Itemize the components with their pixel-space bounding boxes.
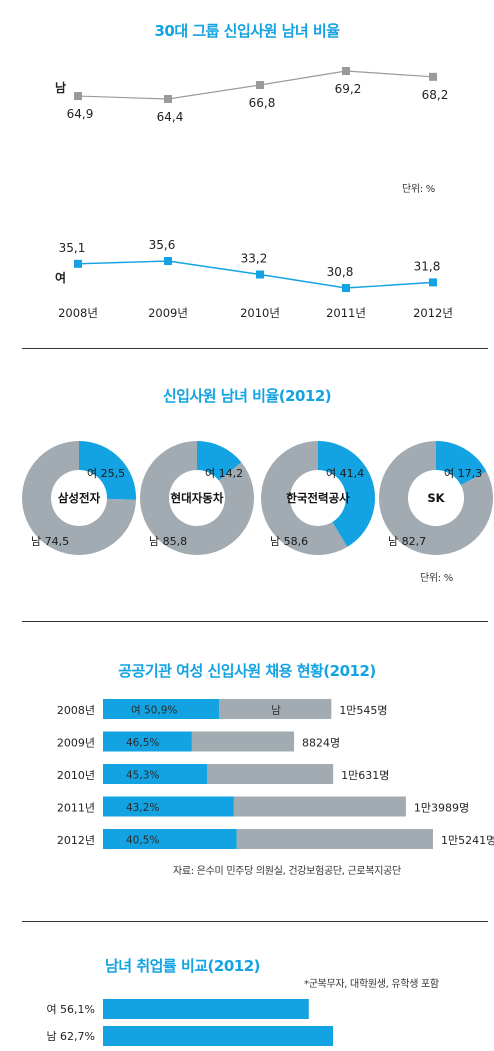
male-point-label: 64,4 bbox=[157, 110, 184, 124]
x-tick-label: 2012년 bbox=[413, 306, 453, 320]
divider-1 bbox=[22, 348, 488, 349]
divider-2 bbox=[22, 621, 488, 622]
series-label-male: 남 bbox=[55, 80, 66, 95]
donut-female-label: 여 41,4 bbox=[326, 467, 364, 480]
male-point bbox=[74, 92, 82, 101]
donut-female-label: 여 25,5 bbox=[87, 467, 125, 480]
donut-slice-male bbox=[261, 441, 348, 555]
female-point-label: 30,8 bbox=[327, 265, 354, 279]
bar-year-label: 2008년 bbox=[57, 704, 95, 717]
donut-slice-female bbox=[318, 441, 376, 547]
bar-female-segment bbox=[103, 796, 234, 817]
employment-bar-chart: 여 56,1% 남 62,7% bbox=[46, 999, 333, 1046]
donut-slice-male bbox=[22, 441, 136, 555]
bar-total-label: 1만631명 bbox=[341, 769, 389, 782]
x-tick-label: 2009년 bbox=[148, 306, 188, 320]
bar-male-segment bbox=[219, 699, 332, 719]
employment-bar-label: 여 56,1% bbox=[46, 1003, 95, 1016]
bar-female-segment bbox=[103, 829, 237, 849]
employment-bar bbox=[103, 999, 309, 1019]
line-chart: 남여 64,9 64,4 66,8 69,2 68,2 35,1 35,6 33,2 30,8 31… bbox=[55, 67, 453, 320]
bar-female-segment bbox=[103, 699, 220, 719]
male-point-label: 69,2 bbox=[335, 82, 362, 96]
bar-male-segment bbox=[233, 796, 406, 817]
donut-slice-male bbox=[379, 441, 494, 555]
bar-female-label: 46,5% bbox=[126, 737, 159, 749]
bar-male-segment bbox=[207, 764, 334, 784]
bar-male-segment bbox=[191, 731, 295, 752]
donut-company-label: 현대자동차 bbox=[171, 491, 224, 505]
employment-bar-label: 남 62,7% bbox=[46, 1030, 95, 1043]
x-tick-label: 2010년 bbox=[240, 306, 280, 320]
bar-male-label: 남 bbox=[271, 705, 281, 717]
employment-note: *군복무자, 대학원생, 유학생 포함 bbox=[304, 979, 439, 990]
bar-year-label: 2010년 bbox=[57, 769, 95, 782]
donut-male-label: 남 82,7 bbox=[388, 535, 426, 548]
hiring-bar-chart: 2008년 여 50,9% 남 1만545명 2009년 46,5% 8824명 2010년 4… bbox=[57, 699, 494, 849]
male-point-label: 64,9 bbox=[67, 107, 94, 121]
divider-3 bbox=[22, 921, 488, 922]
bar-female-label: 45,3% bbox=[126, 770, 159, 782]
male-point-label: 68,2 bbox=[422, 88, 449, 102]
female-point bbox=[429, 278, 437, 287]
bar-female-segment bbox=[103, 731, 192, 752]
donut-male-label: 남 58,6 bbox=[270, 535, 308, 548]
bar-female-label: 40,5% bbox=[126, 835, 159, 847]
male-point bbox=[342, 67, 350, 75]
donut-chart-unit: 단위: % bbox=[420, 573, 453, 584]
donut-slice-female bbox=[436, 441, 487, 485]
bar-total-label: 1만3989명 bbox=[414, 802, 469, 815]
donut-slice-female bbox=[197, 441, 242, 481]
female-point bbox=[342, 284, 350, 292]
female-point-label: 33,2 bbox=[241, 252, 268, 266]
bar-year-label: 2011년 bbox=[57, 802, 95, 815]
bar-male-segment bbox=[236, 829, 433, 849]
male-series-line bbox=[77, 70, 434, 100]
male-point bbox=[256, 81, 264, 89]
donut-chart-title: 신입사원 남녀 비율(2012) bbox=[162, 387, 332, 405]
bar-total-label: 8824명 bbox=[302, 737, 340, 750]
female-point bbox=[164, 257, 172, 265]
female-point bbox=[74, 259, 82, 268]
donut-company-label: SK bbox=[427, 491, 445, 505]
donut-company-label: 삼성전자 bbox=[58, 491, 101, 505]
bar-chart-title: 공공기관 여성 신입사원 채용 현황(2012) bbox=[118, 662, 376, 680]
female-point bbox=[256, 270, 264, 279]
male-point bbox=[164, 95, 172, 103]
x-tick-label: 2008년 bbox=[58, 306, 98, 320]
bar-total-label: 1만5241명 bbox=[441, 834, 494, 847]
bar-female-label: 43,2% bbox=[126, 802, 159, 814]
female-point-label: 31,8 bbox=[414, 259, 441, 273]
bar-year-label: 2012년 bbox=[57, 834, 95, 847]
donut-female-label: 여 17,3 bbox=[444, 467, 482, 480]
donut-female-label: 여 14,2 bbox=[205, 467, 243, 480]
donut-slice-male bbox=[139, 441, 254, 555]
donut-male-label: 남 85,8 bbox=[149, 535, 187, 548]
x-tick-label: 2011년 bbox=[326, 306, 366, 320]
bar-chart-source: 자료: 은수미 민주당 의원실, 건강보험공단, 근로복지공단 bbox=[173, 866, 401, 877]
line-chart-title: 30대 그룹 신입사원 남녀 비율 bbox=[154, 22, 340, 40]
bar-female-label: 여 50,9% bbox=[131, 705, 177, 717]
donut-charts: 삼성전자 여 25,5 남 74,5 현대자동차 여 14,2 남 85,8 한국전력공사 여… bbox=[22, 441, 494, 555]
donut-slice-female bbox=[79, 441, 136, 500]
bar-total-label: 1만545명 bbox=[339, 704, 387, 717]
female-point-label: 35,1 bbox=[59, 241, 86, 255]
bar-year-label: 2009년 bbox=[57, 737, 95, 750]
female-point-label: 35,6 bbox=[149, 238, 176, 252]
donut-company-label: 한국전력공사 bbox=[286, 491, 350, 505]
male-point bbox=[429, 72, 437, 81]
employment-bar bbox=[103, 1026, 333, 1046]
bar-female-segment bbox=[103, 764, 208, 784]
line-chart-unit: 단위: % bbox=[402, 184, 435, 195]
employment-chart-title: 남녀 취업률 비교(2012) bbox=[105, 957, 261, 975]
male-point-label: 66,8 bbox=[249, 96, 276, 110]
series-label-female: 여 bbox=[55, 270, 66, 285]
donut-male-label: 남 74,5 bbox=[31, 535, 69, 548]
